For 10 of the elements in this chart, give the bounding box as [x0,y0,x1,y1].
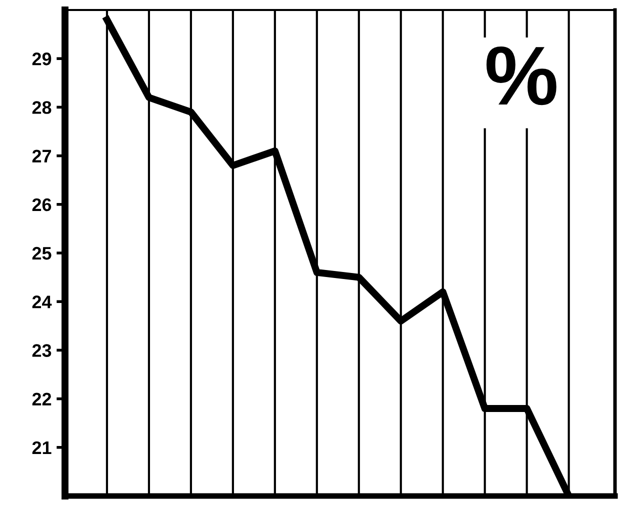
y-tick-label: 29 [32,52,52,66]
y-tick-label: 28 [32,101,52,114]
y-tick-label: 21 [32,441,52,454]
y-tick-label: 22 [32,392,52,406]
y-tick-label: 23 [32,344,52,357]
y-tick-label: 27 [32,150,52,162]
annotation: % [486,46,556,106]
y-tick-label: 25 [32,246,52,260]
y-tick-label: 26 [32,198,52,212]
y-tick-label: 24 [32,296,52,308]
